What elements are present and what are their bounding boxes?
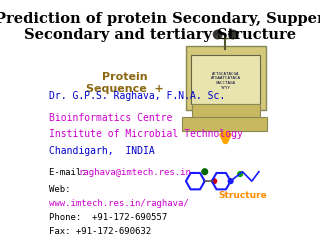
Circle shape [212, 179, 217, 184]
Text: www.imtech.res.in/raghava/: www.imtech.res.in/raghava/ [49, 199, 189, 208]
FancyBboxPatch shape [191, 55, 260, 104]
Text: Fax: +91-172-690632: Fax: +91-172-690632 [49, 227, 151, 236]
Text: ACTGCATACGA
ATGAATCATACA
GACCTAGA
YYYY: ACTGCATACGA ATGAATCATACA GACCTAGA YYYY [211, 72, 240, 90]
Circle shape [202, 169, 208, 174]
Text: Chandigarh,  INDIA: Chandigarh, INDIA [49, 146, 155, 156]
FancyBboxPatch shape [192, 104, 260, 121]
Text: Institute of Microbial Technology: Institute of Microbial Technology [49, 129, 243, 139]
Circle shape [228, 179, 233, 184]
FancyArrowPatch shape [222, 133, 229, 141]
Circle shape [213, 30, 222, 39]
Text: raghava@imtech.res.in: raghava@imtech.res.in [79, 168, 192, 177]
Text: Bioinformatics Centre: Bioinformatics Centre [49, 113, 173, 123]
Text: Dr. G.P.S. Raghava, F.N.A. Sc.: Dr. G.P.S. Raghava, F.N.A. Sc. [49, 91, 226, 101]
Text: Phone:  +91-172-690557: Phone: +91-172-690557 [49, 213, 168, 222]
Text: Structure: Structure [218, 191, 267, 200]
Text: Protein
Sequence  +: Protein Sequence + [86, 72, 164, 94]
FancyBboxPatch shape [182, 117, 267, 132]
Text: Prediction of protein Secondary, Supper
Secondary and tertiary Structure: Prediction of protein Secondary, Supper … [0, 12, 320, 42]
Circle shape [238, 172, 243, 176]
Circle shape [229, 30, 237, 39]
FancyBboxPatch shape [186, 46, 266, 110]
Text: Web:: Web: [49, 185, 71, 194]
Text: E-mail:: E-mail: [49, 168, 92, 177]
